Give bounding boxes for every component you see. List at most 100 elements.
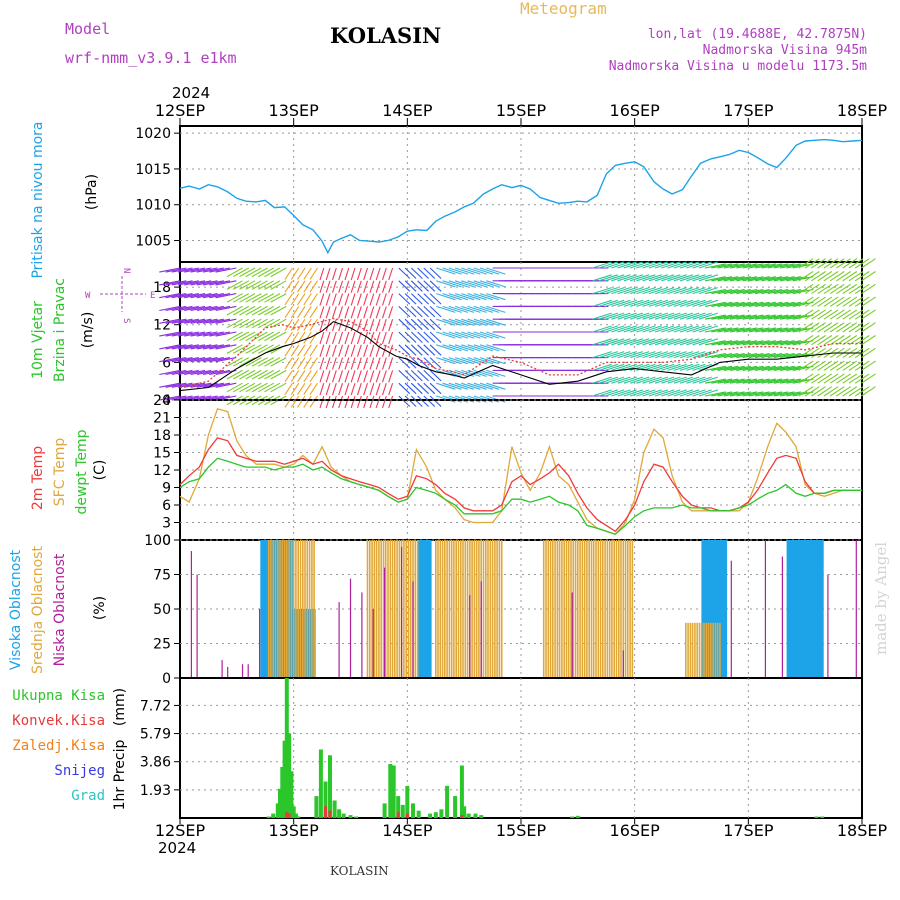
wind-barb (215, 293, 237, 299)
wind-barb (780, 288, 801, 295)
wind-barb (309, 267, 318, 280)
wind-barb (184, 369, 206, 376)
precip-total-bar (278, 788, 282, 818)
wind-barb (736, 276, 758, 282)
wind-barb (604, 363, 625, 371)
wind-barb (804, 296, 820, 307)
wind-barb (642, 325, 662, 333)
wind-barb (642, 274, 662, 282)
x-tick-label-bottom: 14SEP (382, 821, 433, 840)
wind-barb (363, 395, 369, 409)
precip-ytick-label: 1.93 (140, 783, 171, 799)
wind-barb (297, 318, 306, 331)
wind-barb (829, 373, 845, 384)
wind-barb (290, 280, 300, 293)
wind-barb (848, 335, 864, 346)
wind-barb (344, 280, 350, 293)
wind-barb (297, 267, 306, 280)
wind-barb (165, 305, 187, 312)
wind-barb (829, 296, 845, 307)
wind-barb (165, 318, 187, 324)
wind-barb (623, 261, 644, 269)
wind-barb (654, 351, 675, 359)
wind-barb (629, 363, 650, 371)
wind-barb (486, 305, 506, 313)
wind-barb (356, 319, 362, 332)
cloud-ytick-label: 25 (153, 637, 171, 653)
wind-barb (755, 288, 776, 295)
wind-barb (226, 293, 243, 303)
wind-barb (598, 312, 619, 320)
wind-barb (171, 331, 193, 337)
wind-barb (761, 391, 783, 397)
wind-barb (617, 389, 637, 397)
wind-barb (604, 312, 625, 320)
wind-barb (196, 318, 218, 324)
wind-barb (798, 360, 814, 371)
wind-barb (284, 331, 293, 344)
temperature-ytick-label: 18 (153, 428, 171, 444)
wind-barb (270, 331, 287, 342)
wind-barb (398, 357, 411, 369)
wind-barb (673, 261, 694, 269)
wind-barb (325, 267, 331, 281)
wind-barb (617, 363, 637, 371)
wind-barb (331, 357, 337, 370)
wind-barb (461, 293, 481, 301)
wind-barb (611, 351, 631, 359)
wind-barb (369, 306, 375, 319)
meteogram-label: Meteogram (520, 0, 607, 18)
wind-barb (251, 357, 268, 367)
wind-barb (686, 312, 706, 320)
wind-barb (773, 365, 795, 371)
x-tick-label-top: 12SEP (155, 101, 206, 120)
wind-barb (319, 280, 325, 293)
wind-barb (723, 276, 745, 282)
wind-barb (861, 373, 876, 384)
wind-barb (338, 293, 344, 306)
wind-barb (604, 325, 625, 333)
wind-barb (215, 267, 237, 273)
temp-ylabel3: dewpt Temp (74, 429, 90, 514)
wind-barb (257, 344, 275, 354)
wind-barb (461, 382, 481, 390)
wind-barb (442, 344, 462, 352)
wind-barb (381, 357, 387, 370)
wind-barb (604, 338, 625, 346)
wind-gust-line (179, 317, 862, 389)
wind-barb (617, 351, 637, 359)
wind-barb (848, 271, 864, 282)
model-name: wrf-nmm_v3.9.1 e1km (65, 49, 237, 67)
wind-barb (604, 299, 625, 307)
wind-barb (226, 344, 243, 354)
wind-barb (861, 283, 876, 295)
wind-barb (755, 314, 776, 320)
wind-barb (467, 331, 487, 339)
wind-barb (209, 382, 231, 388)
wind-barb (729, 276, 751, 282)
wind-barb (245, 357, 262, 367)
wind-barb (297, 280, 306, 293)
wind-barb (723, 378, 745, 384)
wind-barb (780, 391, 801, 397)
wind-barb (202, 318, 224, 324)
wind-barb (761, 288, 783, 295)
wind-barb (375, 383, 381, 396)
wind-barb (381, 293, 387, 306)
wind-barb (319, 267, 325, 281)
wind-barb (729, 263, 751, 269)
wind-barb (723, 365, 745, 371)
precip-total-bar (570, 816, 575, 818)
wind-barb (761, 352, 783, 359)
wind-barb (654, 338, 675, 346)
wind-barb (654, 299, 675, 307)
wind-barb (325, 293, 331, 306)
wind-barb (854, 283, 870, 295)
wind-barb (642, 351, 662, 359)
wind-barb (811, 271, 826, 282)
wind-barb (388, 383, 394, 396)
wind-barb (479, 280, 500, 288)
wind-barb (398, 344, 411, 356)
wind-barb (375, 357, 381, 370)
wind-barb (297, 293, 306, 306)
